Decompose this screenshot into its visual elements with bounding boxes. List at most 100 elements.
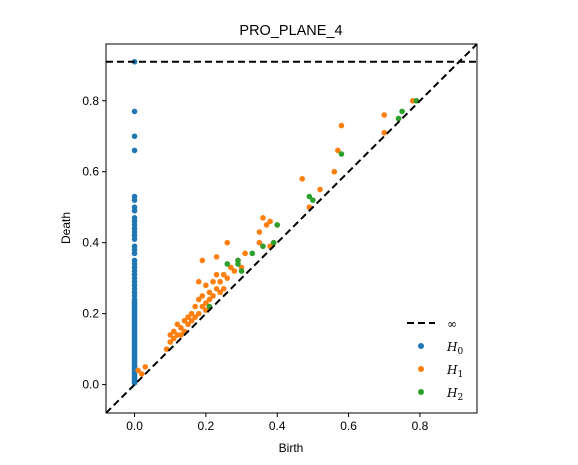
data-point-h2 bbox=[338, 151, 345, 157]
data-point-h2 bbox=[224, 261, 231, 267]
data-point-h1 bbox=[381, 129, 388, 136]
data-point-h1 bbox=[335, 147, 341, 154]
data-point-h1 bbox=[338, 122, 345, 129]
data-point-h1 bbox=[231, 268, 238, 274]
data-point-h1 bbox=[167, 332, 174, 338]
data-point-h1 bbox=[135, 367, 141, 374]
data-point-h2 bbox=[235, 257, 241, 264]
data-point-h1 bbox=[185, 314, 191, 321]
series-h0 bbox=[131, 58, 138, 386]
data-point-h0 bbox=[131, 147, 138, 154]
data-point-h1 bbox=[213, 254, 220, 260]
data-point-h1 bbox=[217, 289, 223, 296]
data-point-h0 bbox=[131, 236, 138, 242]
data-point-h1 bbox=[210, 293, 216, 299]
data-point-h2 bbox=[395, 115, 402, 122]
x-tick-label: 0.2 bbox=[198, 419, 215, 433]
legend: ∞ H0 H1 H2 bbox=[407, 317, 463, 403]
data-point-h1 bbox=[224, 275, 231, 281]
data-point-h1 bbox=[228, 264, 234, 271]
legend-infinity-label: ∞ bbox=[447, 317, 457, 331]
data-point-h1 bbox=[203, 282, 209, 289]
data-point-h1 bbox=[199, 303, 206, 310]
y-tick-label: 0.4 bbox=[82, 236, 99, 250]
data-point-h0 bbox=[131, 108, 138, 115]
axes: 0.0 0.2 0.4 0.6 0.8 0.0 0.2 0.4 0.6 0.8 bbox=[82, 43, 478, 433]
data-point-h2 bbox=[249, 250, 256, 257]
data-point-h1 bbox=[203, 300, 209, 306]
series-h2 bbox=[206, 97, 420, 310]
data-point-h1 bbox=[199, 257, 206, 264]
data-point-h1 bbox=[188, 317, 195, 324]
data-point-h0 bbox=[131, 380, 138, 386]
data-point-h1 bbox=[195, 296, 202, 303]
data-point-h1 bbox=[242, 250, 248, 257]
data-point-h1 bbox=[260, 215, 266, 221]
data-point-h1 bbox=[178, 332, 184, 338]
x-tick-label: 0.6 bbox=[340, 419, 357, 433]
data-point-h1 bbox=[192, 314, 198, 321]
data-point-h1 bbox=[167, 339, 174, 345]
data-point-h0 bbox=[131, 197, 138, 203]
scatter-points bbox=[131, 58, 420, 386]
y-tick-label: 0.8 bbox=[82, 94, 99, 108]
data-point-h1 bbox=[213, 271, 220, 278]
data-point-h1 bbox=[220, 286, 227, 292]
data-point-h1 bbox=[263, 222, 270, 228]
x-tick-label: 0.4 bbox=[269, 419, 286, 433]
data-point-h1 bbox=[142, 364, 149, 370]
data-point-h1 bbox=[195, 278, 202, 285]
y-tick-label: 0.0 bbox=[82, 378, 99, 392]
y-tick-label: 0.6 bbox=[82, 165, 99, 179]
data-point-h0 bbox=[131, 133, 138, 140]
data-point-h1 bbox=[317, 186, 323, 193]
data-point-h1 bbox=[138, 371, 145, 377]
x-tick-label: 0.8 bbox=[412, 419, 429, 433]
data-point-h1 bbox=[256, 239, 263, 246]
x-tick-label: 0.0 bbox=[126, 419, 143, 433]
data-point-h2 bbox=[310, 197, 316, 203]
data-point-h1 bbox=[199, 293, 206, 299]
data-point-h1 bbox=[206, 296, 213, 303]
data-point-h1 bbox=[170, 328, 177, 335]
data-point-h2 bbox=[260, 243, 266, 250]
chart-title: PRO_PLANE_4 bbox=[239, 23, 342, 39]
data-point-h1 bbox=[206, 289, 213, 296]
y-tick-label: 0.2 bbox=[82, 307, 99, 321]
data-point-h1 bbox=[174, 321, 181, 328]
data-point-h1 bbox=[331, 168, 338, 175]
data-point-h1 bbox=[381, 112, 388, 118]
series-h1 bbox=[135, 97, 416, 377]
data-point-h1 bbox=[256, 229, 263, 235]
data-point-h1 bbox=[178, 325, 184, 331]
data-point-h1 bbox=[220, 271, 227, 278]
data-point-h1 bbox=[170, 335, 177, 342]
data-point-h0 bbox=[131, 250, 138, 257]
y-axis-label: Death bbox=[59, 212, 73, 244]
data-point-h1 bbox=[213, 286, 220, 292]
data-point-h1 bbox=[188, 310, 195, 317]
data-point-h2 bbox=[270, 239, 277, 246]
diagonal-line bbox=[106, 44, 477, 413]
legend-marker-h1 bbox=[418, 366, 424, 372]
data-point-h2 bbox=[274, 222, 281, 228]
data-point-h1 bbox=[195, 310, 202, 317]
data-point-h1 bbox=[224, 239, 231, 246]
data-point-h1 bbox=[185, 321, 191, 328]
data-point-h1 bbox=[181, 317, 188, 324]
data-point-h1 bbox=[299, 176, 306, 182]
data-point-h1 bbox=[217, 278, 223, 285]
data-point-h1 bbox=[267, 218, 273, 225]
legend-marker-h2 bbox=[418, 389, 424, 395]
data-point-h2 bbox=[306, 193, 313, 200]
data-point-h2 bbox=[399, 108, 405, 115]
legend-label-h2: H2 bbox=[446, 386, 463, 403]
data-point-h1 bbox=[192, 303, 198, 310]
data-point-h1 bbox=[210, 278, 216, 285]
x-axis-label: Birth bbox=[279, 441, 304, 455]
legend-label-h1: H1 bbox=[446, 363, 463, 380]
data-point-h0 bbox=[131, 207, 138, 214]
plot-frame bbox=[105, 43, 478, 414]
legend-label-h0: H0 bbox=[446, 340, 463, 357]
